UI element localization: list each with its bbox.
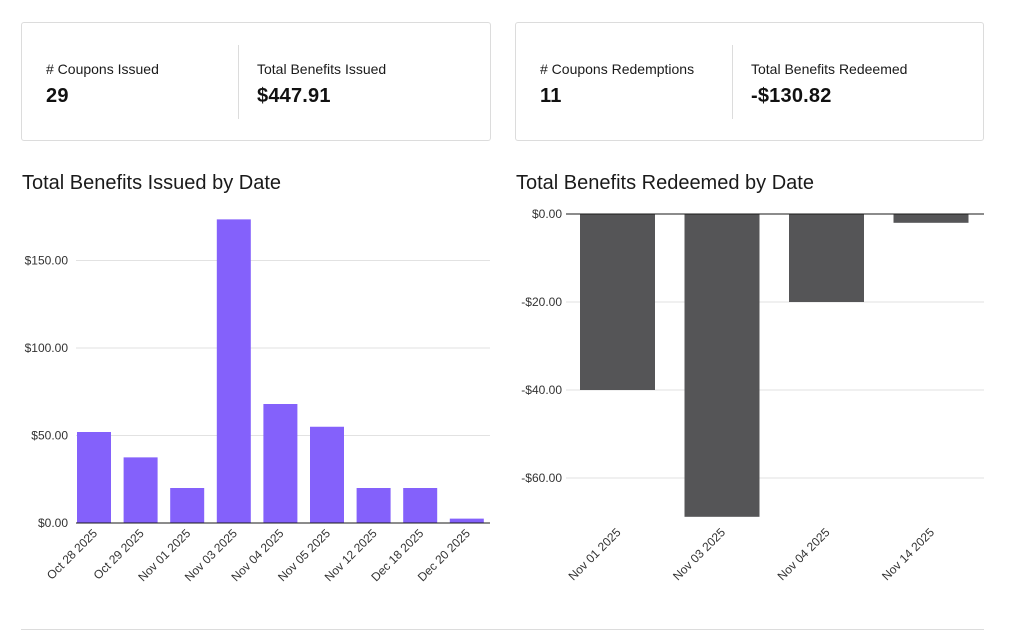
x-tick-label: Nov 03 2025 <box>670 525 728 583</box>
bar <box>263 404 298 523</box>
bar <box>310 426 344 523</box>
bar <box>77 432 111 523</box>
y-tick-label: $50.00 <box>31 429 68 443</box>
bar <box>893 214 969 223</box>
coupons-issued-label: # Coupons Issued <box>46 61 159 77</box>
y-tick-label: -$20.00 <box>521 295 562 309</box>
bar <box>580 214 655 390</box>
y-tick-label: -$40.00 <box>521 383 562 397</box>
bar <box>449 518 484 523</box>
benefits-issued-value: $447.91 <box>257 85 331 107</box>
bar <box>356 488 391 523</box>
summary-card-issued: # Coupons Issued 29 Total Benefits Issue… <box>21 22 491 141</box>
card-divider <box>238 45 239 119</box>
y-tick-label: $100.00 <box>25 341 69 355</box>
y-tick-label: $0.00 <box>532 207 562 221</box>
bar <box>216 219 251 523</box>
y-tick-label: $0.00 <box>38 516 68 530</box>
x-tick-label: Nov 14 2025 <box>879 525 937 583</box>
summary-card-redeemed: # Coupons Redemptions 11 Total Benefits … <box>515 22 984 141</box>
issued-chart-title: Total Benefits Issued by Date <box>22 172 282 194</box>
bottom-divider <box>21 629 984 630</box>
benefits-redeemed-value: -$130.82 <box>751 85 832 107</box>
y-tick-label: $150.00 <box>25 254 69 268</box>
card-divider <box>732 45 733 119</box>
bar <box>403 488 438 523</box>
benefits-issued-metric: Total Benefits Issued $447.91 <box>257 61 386 108</box>
y-tick-label: -$60.00 <box>521 471 562 485</box>
coupons-issued-value: 29 <box>46 85 69 107</box>
x-tick-label: Nov 04 2025 <box>775 525 833 583</box>
coupons-redemptions-value: 11 <box>540 85 562 107</box>
coupons-redemptions-metric: # Coupons Redemptions 11 <box>540 61 694 108</box>
coupons-redemptions-label: # Coupons Redemptions <box>540 61 695 77</box>
x-tick-label: Nov 01 2025 <box>566 525 624 583</box>
bar <box>170 488 205 523</box>
benefits-redeemed-metric: Total Benefits Redeemed -$130.82 <box>751 61 907 108</box>
bar <box>684 214 760 517</box>
bar <box>789 214 864 302</box>
bar <box>123 457 158 523</box>
benefits-redeemed-label: Total Benefits Redeemed <box>751 61 908 77</box>
coupons-issued-metric: # Coupons Issued 29 <box>46 61 159 108</box>
benefits-issued-label: Total Benefits Issued <box>257 61 387 77</box>
redeemed-chart-title: Total Benefits Redeemed by Date <box>516 172 814 194</box>
